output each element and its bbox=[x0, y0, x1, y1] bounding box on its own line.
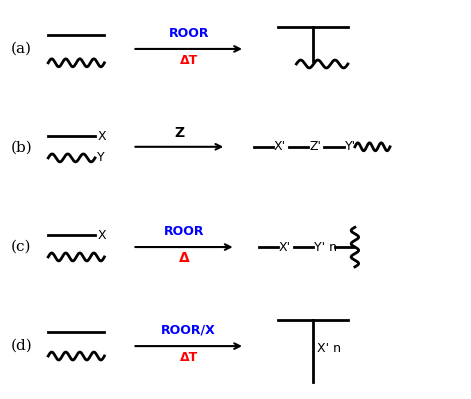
Text: X: X bbox=[97, 229, 106, 242]
Text: ΔT: ΔT bbox=[179, 54, 198, 67]
Text: Δ: Δ bbox=[179, 251, 189, 265]
Text: Z: Z bbox=[174, 126, 184, 140]
Text: X' n: X' n bbox=[317, 342, 341, 355]
Text: X': X' bbox=[274, 140, 286, 153]
Text: ROOR/X: ROOR/X bbox=[161, 324, 216, 337]
Text: ROOR: ROOR bbox=[164, 225, 204, 239]
Text: X': X' bbox=[278, 241, 291, 253]
Text: (c): (c) bbox=[11, 240, 31, 254]
Text: (b): (b) bbox=[11, 141, 32, 155]
Text: X: X bbox=[97, 130, 106, 142]
Text: Y': Y' bbox=[345, 140, 356, 153]
Text: (a): (a) bbox=[11, 42, 32, 56]
Text: (d): (d) bbox=[11, 339, 32, 353]
Text: Y' n: Y' n bbox=[314, 241, 337, 253]
Text: Y: Y bbox=[97, 151, 105, 164]
Text: ROOR: ROOR bbox=[169, 28, 209, 40]
Text: Z': Z' bbox=[309, 140, 321, 153]
Text: ΔT: ΔT bbox=[179, 352, 198, 365]
